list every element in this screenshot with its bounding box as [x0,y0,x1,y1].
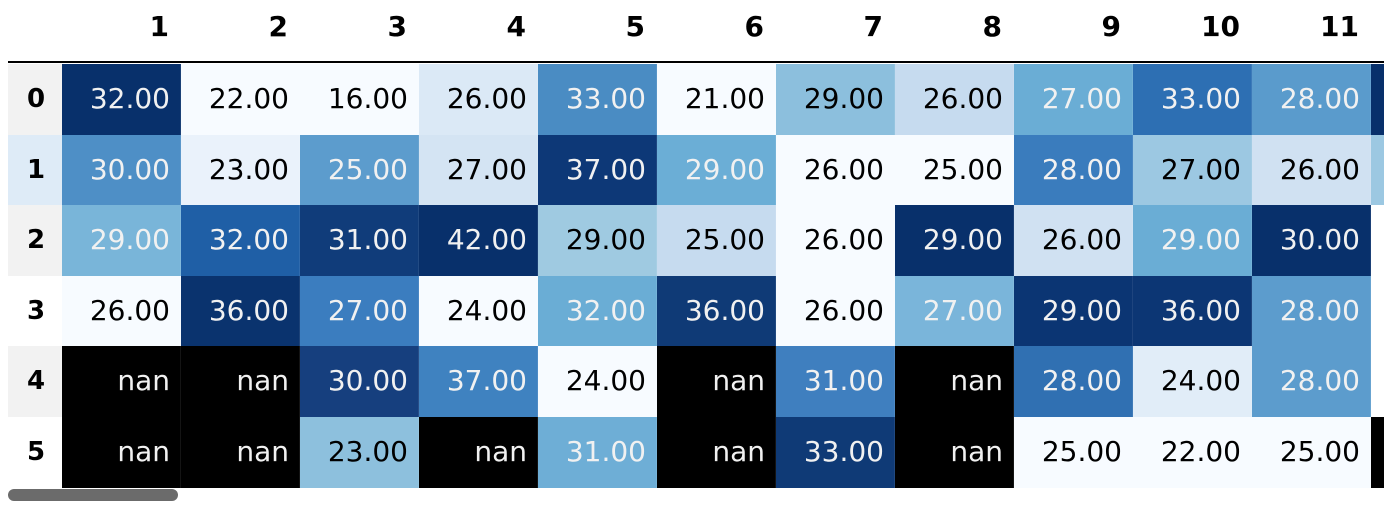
column-header: 6 [744,10,764,43]
table-cell: 28.00 [1252,346,1371,417]
table-cell: 33.00 [538,64,657,135]
table-cell: 27.00 [1133,134,1252,206]
table-cell: 26.00 [895,64,1014,135]
table-cell: nan [419,416,538,488]
table-cell: 29.00 [538,205,657,276]
styled-dataframe-table: 1 2 3 4 5 6 7 8 9 10 11 0 32.00 22.00 16.00 26.00 33.00 2… [8,10,1384,488]
table-cell: 27.00 [300,275,419,347]
table-cell: 27.00 [1014,64,1133,135]
table-cell: 24.00 [1133,346,1252,417]
table-cell: 36.00 [657,275,776,347]
table-cell: 26.00 [776,205,895,276]
row-header: 1 [8,134,64,206]
table-cell-partial [1371,416,1384,488]
table-cell: 26.00 [419,64,538,135]
table-cell: 27.00 [895,275,1014,347]
table-cell: 16.00 [300,64,419,135]
column-header: 7 [863,10,883,43]
row-header: 0 [8,64,64,135]
table-cell: 37.00 [419,346,538,417]
table-cell: 30.00 [62,134,181,206]
table-cell: nan [657,346,776,417]
table-cell: 30.00 [300,346,419,417]
table-cell: 25.00 [1252,416,1371,488]
table-cell-partial [1371,205,1384,276]
column-header: 9 [1101,10,1121,43]
column-header: 2 [268,10,288,43]
table-cell: 26.00 [776,134,895,206]
header-divider [8,61,1384,63]
row-header: 4 [8,346,64,417]
column-header: 8 [982,10,1002,43]
table-cell: 24.00 [538,346,657,417]
column-header: 4 [506,10,526,43]
table-cell: nan [62,416,181,488]
column-header: 1 [149,10,169,43]
table-cell: 25.00 [300,134,419,206]
row-header: 3 [8,275,64,347]
table-cell: 33.00 [776,416,895,488]
table-cell: 32.00 [181,205,300,276]
table-cell: 32.00 [62,64,181,135]
table-cell: 36.00 [181,275,300,347]
table-cell: 29.00 [657,134,776,206]
column-header: 3 [387,10,407,43]
table-cell: 21.00 [657,64,776,135]
table-cell: 23.00 [300,416,419,488]
table-cell: 27.00 [419,134,538,206]
table-cell-partial [1371,64,1384,135]
table-cell: 23.00 [181,134,300,206]
table-cell: 22.00 [1133,416,1252,488]
table-cell: 25.00 [657,205,776,276]
table-cell: 29.00 [776,64,895,135]
table-cell: nan [181,416,300,488]
table-cell: 31.00 [538,416,657,488]
row-header: 5 [8,416,64,488]
horizontal-scrollbar-thumb[interactable] [8,489,178,501]
table-cell: 30.00 [1252,205,1371,276]
table-cell: 31.00 [300,205,419,276]
column-header: 10 [1201,10,1240,43]
table-cell: 26.00 [1014,205,1133,276]
column-header: 5 [625,10,645,43]
table-cell: 29.00 [895,205,1014,276]
table-cell: nan [181,346,300,417]
table-cell: 28.00 [1014,346,1133,417]
table-cell: 25.00 [1014,416,1133,488]
table-cell: 22.00 [181,64,300,135]
table-cell: 26.00 [62,275,181,347]
table-cell: 26.00 [1252,134,1371,206]
table-cell-partial [1371,275,1384,347]
table-cell: 28.00 [1014,134,1133,206]
row-header: 2 [8,205,64,276]
table-cell-partial [1371,134,1384,206]
table-cell-partial [1371,346,1384,417]
table-cell: 31.00 [776,346,895,417]
table-cell: 28.00 [1252,64,1371,135]
table-cell: 32.00 [538,275,657,347]
table-cell: nan [895,416,1014,488]
table-cell: 28.00 [1252,275,1371,347]
table-cell: nan [62,346,181,417]
table-cell: 25.00 [895,134,1014,206]
table-cell: nan [657,416,776,488]
table-cell: 33.00 [1133,64,1252,135]
table-cell: 36.00 [1133,275,1252,347]
table-cell: 29.00 [1133,205,1252,276]
horizontal-scrollbar-track[interactable] [0,488,1384,506]
table-cell: 29.00 [62,205,181,276]
table-cell: 29.00 [1014,275,1133,347]
table-cell: 26.00 [776,275,895,347]
table-cell: 37.00 [538,134,657,206]
table-cell: 42.00 [419,205,538,276]
table-cell: 24.00 [419,275,538,347]
table-cell: nan [895,346,1014,417]
column-header: 11 [1320,10,1359,43]
